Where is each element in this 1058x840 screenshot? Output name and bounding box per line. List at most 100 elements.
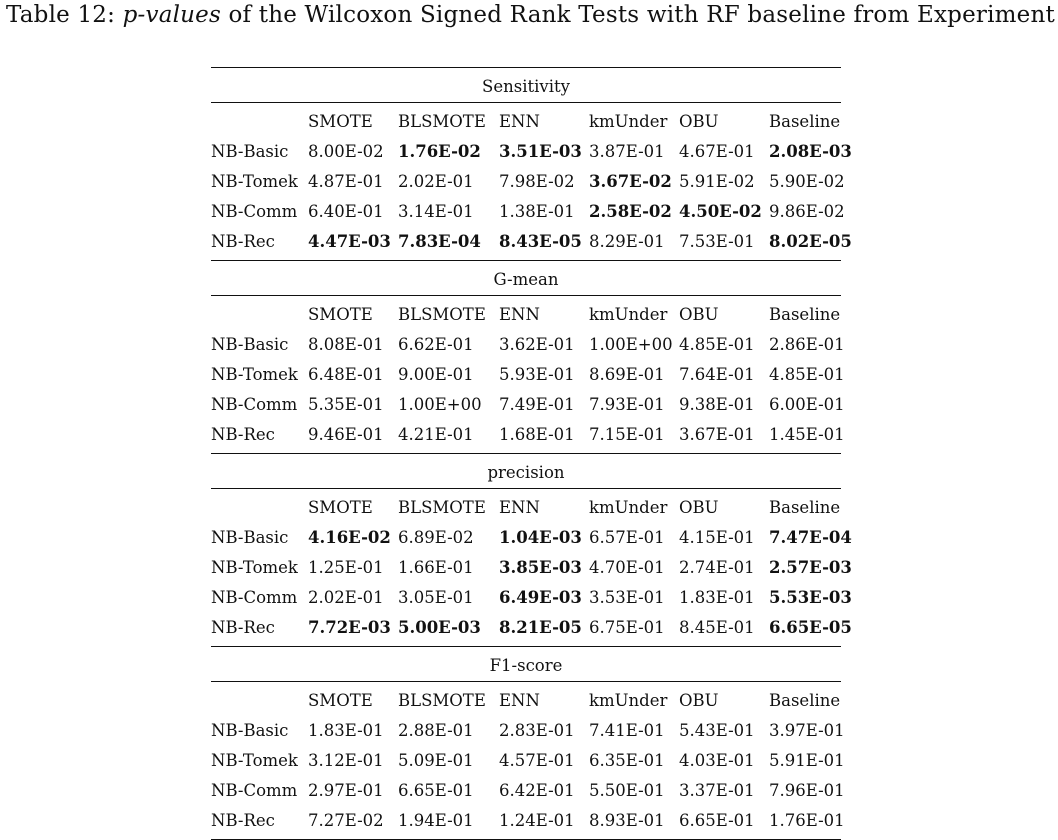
p-value-cell: 5.93E-01 bbox=[499, 364, 575, 384]
p-value-cell: 2.97E-01 bbox=[308, 780, 384, 800]
p-value-cell: 8.45E-01 bbox=[679, 617, 755, 637]
p-value-cell: 7.64E-01 bbox=[679, 364, 755, 384]
column-header-row: SMOTE BLSMOTE ENN kmUnder OBU Baseline bbox=[211, 685, 841, 715]
table-row: NB-Rec 7.72E-03 5.00E-03 8.21E-05 6.75E-01 8.… bbox=[211, 612, 852, 642]
p-value-cell: 4.50E-02 bbox=[679, 201, 762, 221]
column-header: kmUnder bbox=[589, 690, 668, 710]
p-value-cell: 6.65E-01 bbox=[398, 780, 474, 800]
p-value-cell: 2.02E-01 bbox=[398, 171, 474, 191]
column-header: Baseline bbox=[769, 111, 841, 131]
p-value-cell: 4.57E-01 bbox=[499, 750, 575, 770]
p-value-cell: 7.98E-02 bbox=[499, 171, 575, 191]
p-value-cell: 6.75E-01 bbox=[589, 617, 665, 637]
table-row: NB-Rec 9.46E-01 4.21E-01 1.68E-01 7.15E-01 3.… bbox=[211, 419, 845, 449]
p-value-cell: 2.86E-01 bbox=[769, 334, 845, 354]
column-header: Baseline bbox=[769, 304, 841, 324]
p-value-cell: 1.66E-01 bbox=[398, 557, 474, 577]
p-value-cell: 6.00E-01 bbox=[769, 394, 845, 414]
column-header: kmUnder bbox=[589, 111, 668, 131]
p-value-cell: 7.83E-04 bbox=[398, 231, 481, 251]
p-value-cell: 9.46E-01 bbox=[308, 424, 384, 444]
section-title: F1-score bbox=[489, 656, 563, 675]
p-value-cell: 1.04E-03 bbox=[499, 527, 582, 547]
table-row: NB-Basic 1.83E-01 2.88E-01 2.83E-01 7.41E-01… bbox=[211, 715, 845, 745]
p-value-cell: 7.47E-04 bbox=[769, 527, 852, 547]
row-label: NB-Tomek bbox=[211, 364, 298, 384]
column-header: OBU bbox=[679, 690, 719, 710]
section-top-rule bbox=[211, 260, 841, 261]
table-row: NB-Basic 8.08E-01 6.62E-01 3.62E-01 1.00E+00… bbox=[211, 329, 845, 359]
section-title: G-mean bbox=[493, 270, 559, 289]
p-value-cell: 7.96E-01 bbox=[769, 780, 845, 800]
results-table: Sensitivity SMOTE BLSMOTE ENN kmUnder OBU Base… bbox=[211, 67, 852, 840]
column-header: BLSMOTE bbox=[398, 111, 486, 131]
column-header: BLSMOTE bbox=[398, 690, 486, 710]
row-label: NB-Rec bbox=[211, 231, 275, 251]
p-value-cell: 8.21E-05 bbox=[499, 617, 582, 637]
p-value-cell: 5.53E-03 bbox=[769, 587, 852, 607]
column-header-row: SMOTE BLSMOTE ENN kmUnder OBU Baseline bbox=[211, 492, 841, 522]
p-value-cell: 5.91E-02 bbox=[679, 171, 755, 191]
p-value-cell: 4.03E-01 bbox=[679, 750, 755, 770]
p-value-cell: 5.09E-01 bbox=[398, 750, 474, 770]
p-value-cell: 1.94E-01 bbox=[398, 810, 474, 830]
p-value-cell: 6.57E-01 bbox=[589, 527, 665, 547]
table-row: NB-Tomek 3.12E-01 5.09E-01 4.57E-01 6.35E-01… bbox=[211, 745, 845, 775]
column-header-row: SMOTE BLSMOTE ENN kmUnder OBU Baseline bbox=[211, 106, 841, 136]
p-value-cell: 2.02E-01 bbox=[308, 587, 384, 607]
p-value-cell: 2.88E-01 bbox=[398, 720, 474, 740]
p-value-cell: 3.05E-01 bbox=[398, 587, 474, 607]
p-value-cell: 7.72E-03 bbox=[308, 617, 391, 637]
p-value-cell: 1.00E+00 bbox=[398, 394, 482, 414]
table-row: NB-Rec 4.47E-03 7.83E-04 8.43E-05 8.29E-01 7.… bbox=[211, 226, 852, 256]
column-header: BLSMOTE bbox=[398, 304, 486, 324]
column-header: OBU bbox=[679, 497, 719, 517]
table-row: NB-Comm 5.35E-01 1.00E+00 7.49E-01 7.93E-01 9… bbox=[211, 389, 845, 419]
p-value-cell: 2.57E-03 bbox=[769, 557, 852, 577]
section-header-rule bbox=[211, 488, 841, 489]
caption-prefix: Table 12: bbox=[6, 2, 123, 28]
row-label: NB-Tomek bbox=[211, 750, 298, 770]
p-value-cell: 3.62E-01 bbox=[499, 334, 575, 354]
p-value-cell: 6.65E-01 bbox=[679, 810, 755, 830]
p-value-cell: 3.53E-01 bbox=[589, 587, 665, 607]
row-label: NB-Comm bbox=[211, 780, 298, 800]
p-value-cell: 3.51E-03 bbox=[499, 141, 582, 161]
row-label: NB-Rec bbox=[211, 617, 275, 637]
column-header: Baseline bbox=[769, 497, 841, 517]
p-value-cell: 4.87E-01 bbox=[308, 171, 384, 191]
p-value-cell: 3.37E-01 bbox=[679, 780, 755, 800]
p-value-cell: 5.90E-02 bbox=[769, 171, 845, 191]
section-title: Sensitivity bbox=[482, 77, 570, 96]
section-top-rule bbox=[211, 646, 841, 647]
p-value-cell: 3.85E-03 bbox=[499, 557, 582, 577]
section-header-rule bbox=[211, 295, 841, 296]
p-value-cell: 1.76E-01 bbox=[769, 810, 845, 830]
table-row: NB-Comm 6.40E-01 3.14E-01 1.38E-01 2.58E-02 4… bbox=[211, 196, 845, 226]
p-value-cell: 7.53E-01 bbox=[679, 231, 755, 251]
p-value-cell: 1.38E-01 bbox=[499, 201, 575, 221]
p-value-cell: 9.86E-02 bbox=[769, 201, 845, 221]
column-header: Baseline bbox=[769, 690, 841, 710]
p-value-cell: 1.76E-02 bbox=[398, 141, 481, 161]
column-header: ENN bbox=[499, 304, 540, 324]
section-header-rule bbox=[211, 102, 841, 103]
p-value-cell: 1.68E-01 bbox=[499, 424, 575, 444]
column-header: SMOTE bbox=[308, 497, 373, 517]
table-caption: Table 12: p-values of the Wilcoxon Signe… bbox=[6, 2, 1058, 28]
p-value-cell: 1.00E+00 bbox=[589, 334, 673, 354]
p-value-cell: 3.87E-01 bbox=[589, 141, 665, 161]
p-value-cell: 4.85E-01 bbox=[769, 364, 845, 384]
p-value-cell: 4.21E-01 bbox=[398, 424, 474, 444]
p-value-cell: 6.49E-03 bbox=[499, 587, 582, 607]
row-label: NB-Rec bbox=[211, 810, 275, 830]
p-value-cell: 1.83E-01 bbox=[308, 720, 384, 740]
p-value-cell: 3.67E-01 bbox=[679, 424, 755, 444]
table-row: NB-Basic 8.00E-02 1.76E-02 3.51E-03 3.87E-01… bbox=[211, 136, 852, 166]
column-header: SMOTE bbox=[308, 111, 373, 131]
p-value-cell: 3.97E-01 bbox=[769, 720, 845, 740]
column-header: ENN bbox=[499, 497, 540, 517]
column-header: OBU bbox=[679, 304, 719, 324]
p-value-cell: 4.85E-01 bbox=[679, 334, 755, 354]
row-label: NB-Basic bbox=[211, 527, 289, 547]
